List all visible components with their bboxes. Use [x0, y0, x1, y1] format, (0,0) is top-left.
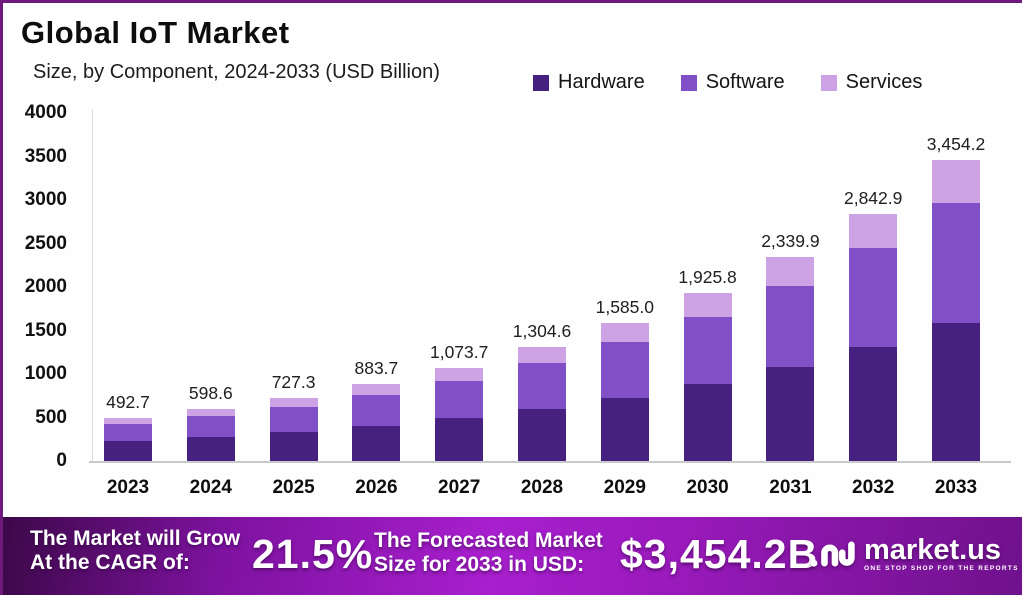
bar-segment-hardware-2026: [352, 425, 401, 461]
bar-segment-services-2023: [104, 418, 152, 425]
y-axis-tick-label: 500: [35, 406, 67, 428]
bar-total-label-2027: 1,073.7: [429, 341, 489, 362]
bar-segment-hardware-2027: [435, 418, 484, 461]
bar-segment-software-2024: [186, 416, 235, 438]
bar-total-label-2031: 2,339.9: [761, 231, 820, 252]
page-title: Global IoT Market: [21, 15, 290, 50]
bar-total-label-2029: 1,585.0: [595, 297, 654, 318]
x-axis-line: [89, 461, 1011, 463]
y-axis-tick-label: 4000: [24, 102, 67, 123]
y-axis-tick-label: 1500: [24, 319, 67, 341]
x-axis-label-2031: 2031: [769, 477, 812, 498]
x-axis-label-2025: 2025: [272, 477, 315, 498]
bar-segment-software-2028: [518, 363, 566, 409]
forecast-value: $3,454.2B: [620, 531, 819, 577]
bar-segment-services-2025: [269, 397, 318, 407]
bar-segment-services-2030: [683, 293, 732, 317]
x-axis-label-2023: 2023: [106, 477, 150, 498]
forecast-label-line1: The Forecasted Market: [374, 529, 603, 552]
y-axis-tick-label: 2000: [24, 276, 67, 297]
bar-segment-services-2031: [766, 257, 815, 286]
marketus-logo-textblock: market.us ONE STOP SHOP FOR THE REPORTS: [864, 534, 1019, 573]
bar-segment-software-2027: [435, 380, 484, 419]
bar-segment-services-2026: [352, 384, 401, 395]
x-axis-label-2024: 2024: [189, 477, 232, 498]
services-swatch-icon: [820, 74, 837, 91]
hardware-swatch-icon: [533, 74, 549, 91]
stacked-bar-chart: 4000 3500 3000 2500 2000 1500 1000 500 0 492.7 202…: [3, 3, 1022, 595]
marketus-logo-icon: [810, 541, 855, 567]
legend-label-software: Software: [705, 71, 785, 93]
bar-segment-hardware-2031: [766, 367, 815, 461]
bar-total-label-2033: 3,454.2: [926, 134, 986, 155]
bar-segment-software-2025: [269, 406, 318, 432]
forecast-label: The Forecasted Market Size for 2033 in U…: [374, 529, 603, 577]
cagr-banner: The Market will Grow At the CAGR of: 21.…: [3, 517, 1022, 595]
bar-segment-hardware-2032: [849, 347, 898, 461]
bar-segment-software-2031: [766, 285, 815, 368]
bar-segment-hardware-2033: [932, 322, 980, 461]
legend-item-services: Services: [820, 71, 923, 94]
bar-segment-services-2033: [932, 160, 980, 203]
bar-segment-hardware-2030: [683, 383, 732, 461]
y-axis-tick-label: 3000: [24, 189, 67, 210]
bar-total-label-2032: 2,842.9: [843, 187, 903, 208]
cagr-label-line1: The Market will Grow: [30, 527, 241, 550]
bar-segment-software-2033: [932, 202, 980, 323]
y-axis-tick-label: 2500: [24, 232, 67, 254]
bar-total-label-2030: 1,925.8: [678, 267, 737, 288]
bar-total-label-2025: 727.3: [271, 371, 316, 392]
cagr-label: The Market will Grow At the CAGR of:: [30, 527, 240, 575]
marketus-logo-tagline: ONE STOP SHOP FOR THE REPORTS: [864, 565, 1019, 572]
marketus-logo: market.us ONE STOP SHOP FOR THE REPORTS: [810, 536, 1019, 572]
software-swatch-icon: [680, 74, 697, 91]
legend-label-services: Services: [845, 71, 923, 93]
x-axis-label-2032: 2032: [852, 477, 895, 498]
cagr-value: 21.5%: [252, 531, 374, 577]
bar-total-label-2026: 883.7: [354, 358, 399, 379]
bar-segment-software-2026: [352, 394, 401, 426]
x-axis-label-2028: 2028: [520, 477, 564, 498]
bar-segment-software-2030: [683, 316, 732, 384]
legend-item-software: Software: [680, 71, 785, 94]
marketus-logo-text: market.us: [864, 534, 1002, 566]
x-axis-label-2033: 2033: [934, 477, 978, 498]
bar-segment-services-2029: [600, 323, 649, 343]
x-axis-label-2026: 2026: [355, 477, 398, 498]
bar-segment-software-2032: [849, 248, 898, 348]
bar-segment-services-2028: [518, 347, 566, 364]
bar-total-label-2028: 1,304.6: [512, 321, 572, 342]
bar-segment-hardware-2025: [269, 431, 318, 461]
page-subtitle: Size, by Component, 2024-2033 (USD Billi…: [33, 61, 440, 83]
bar-segment-hardware-2023: [104, 441, 152, 461]
bar-segment-software-2029: [600, 342, 649, 398]
legend: Hardware Software Services: [533, 71, 922, 94]
bar-segment-services-2032: [849, 213, 898, 249]
forecast-label-line2: Size for 2033 in USD:: [374, 553, 585, 576]
bar-total-label-2024: 598.6: [188, 382, 233, 403]
y-axis-tick-label: 1000: [24, 363, 67, 384]
bar-segment-services-2027: [435, 367, 484, 381]
x-axis-label-2027: 2027: [438, 477, 481, 498]
bar-segment-hardware-2024: [186, 437, 235, 461]
bar-segment-hardware-2028: [518, 408, 566, 461]
y-axis-line: [92, 109, 93, 461]
y-axis-tick-label: 0: [56, 450, 67, 471]
cagr-label-line2: At the CAGR of:: [30, 551, 190, 574]
bar-segment-hardware-2029: [600, 397, 649, 461]
bar-total-label-2023: 492.7: [106, 392, 150, 413]
legend-label-hardware: Hardware: [558, 71, 645, 93]
bar-segment-software-2023: [104, 424, 152, 442]
bar-segment-services-2024: [186, 408, 235, 417]
legend-item-hardware: Hardware: [533, 71, 645, 94]
y-axis-tick-label: 3500: [24, 145, 67, 167]
x-axis-label-2029: 2029: [603, 477, 646, 498]
x-axis-label-2030: 2030: [686, 477, 729, 498]
